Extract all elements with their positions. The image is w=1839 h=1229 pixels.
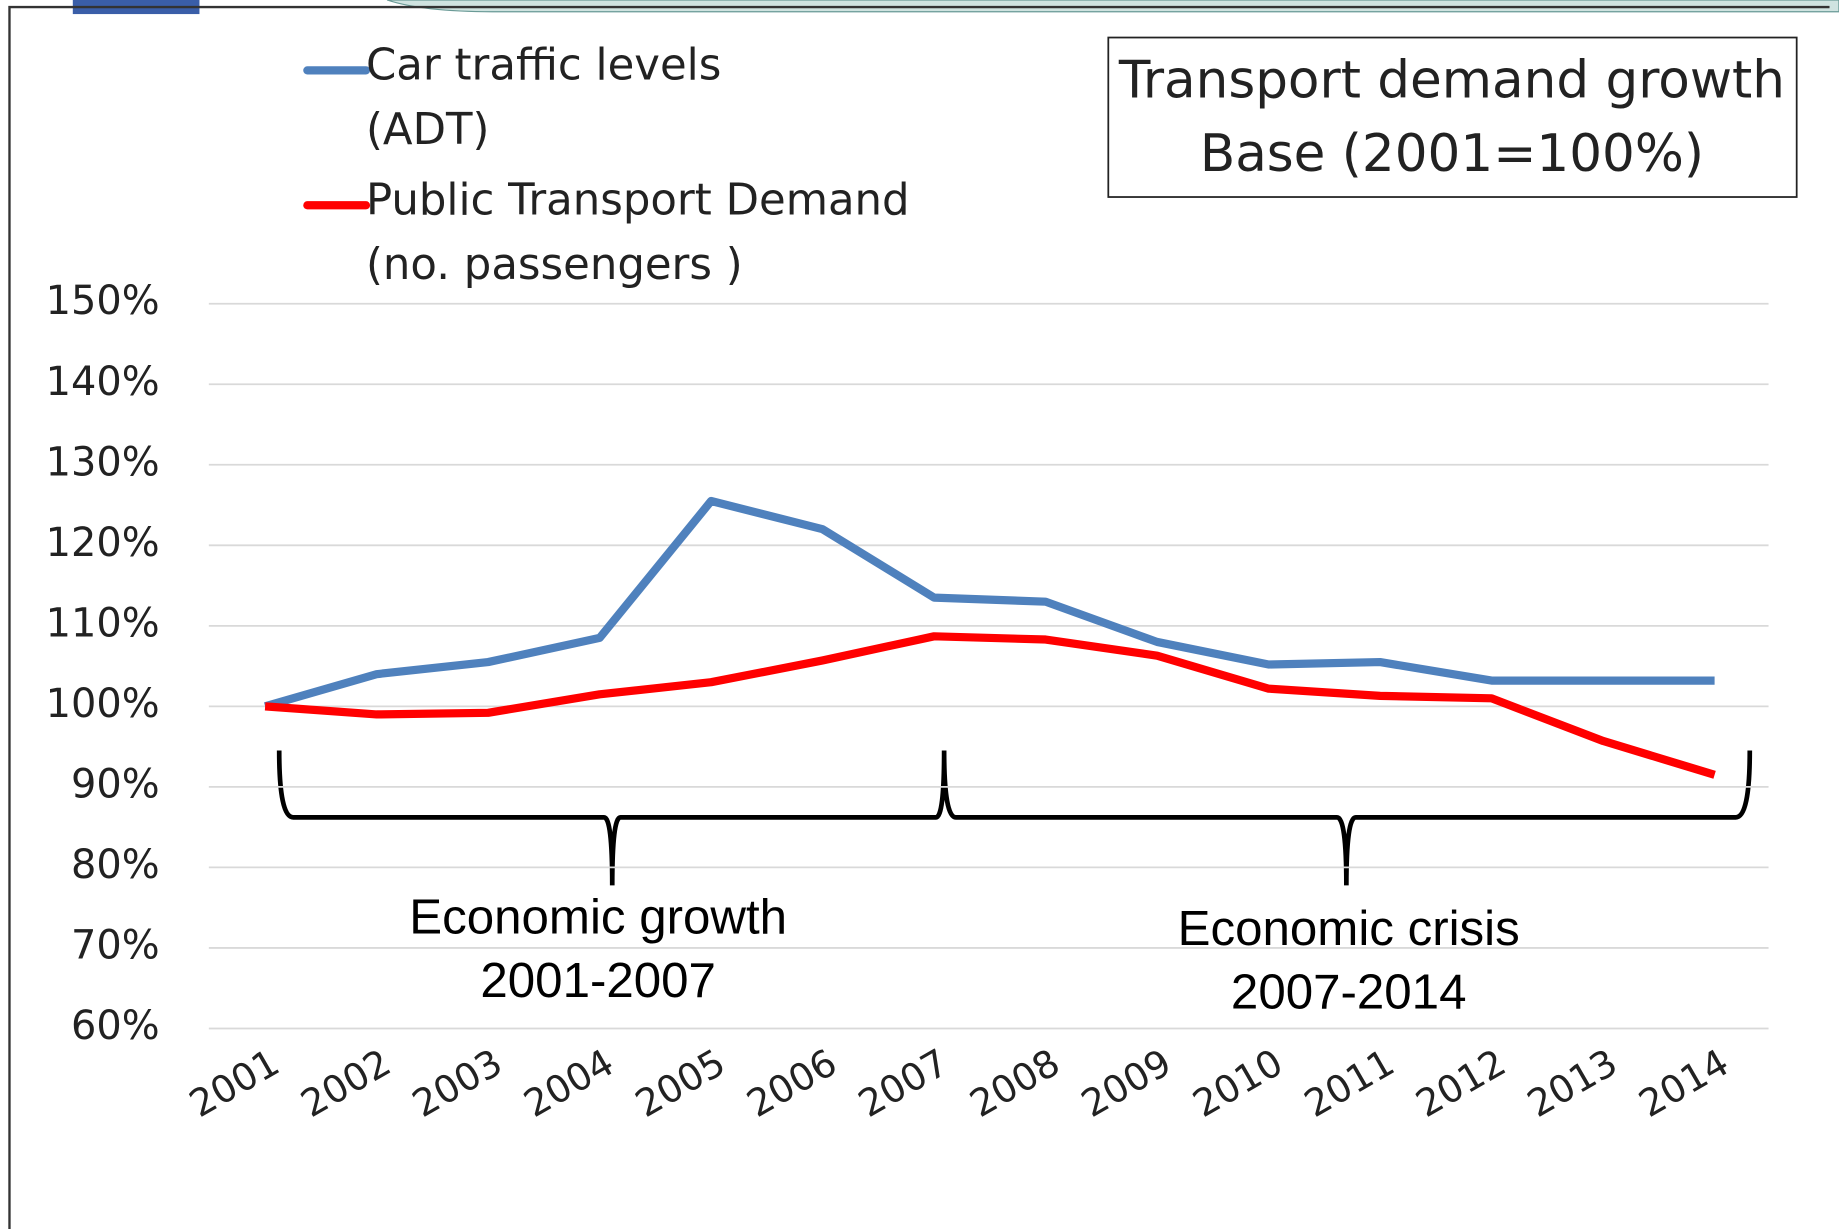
y-tick-label: 110% <box>46 600 160 646</box>
legend-entry: Public Transport Demand (no. passengers … <box>365 174 910 290</box>
legend-entry: Car traffic levels (ADT) <box>365 39 722 155</box>
chart-subtitle: Base (2001=100%) <box>1200 124 1704 184</box>
y-tick-label: 80% <box>71 842 160 888</box>
y-tick-label: 120% <box>46 520 160 566</box>
y-tick-label: 90% <box>71 761 160 807</box>
y-tick-label: 130% <box>46 439 160 485</box>
y-tick-label: 60% <box>71 1003 160 1049</box>
frame <box>8 5 1830 1229</box>
y-tick-label: 100% <box>46 681 160 727</box>
y-tick-label: 140% <box>46 359 160 405</box>
legend-label: Car traffic levels (ADT) <box>365 39 722 155</box>
series-line <box>264 632 1716 779</box>
brace <box>276 750 1753 886</box>
series-line <box>263 496 1715 711</box>
legend-label: Public Transport Demand (no. passengers … <box>365 174 910 290</box>
annotation-box: Economic growth 2001-2007 <box>409 888 788 1008</box>
y-tick-label: 150% <box>46 278 160 324</box>
title-box <box>1107 36 1798 198</box>
annotation: Economic growth 2001-2007 <box>409 888 788 1008</box>
annotation: Economic crisis 2007-2014 <box>1177 900 1520 1020</box>
annotation-box: Economic crisis 2007-2014 <box>1177 900 1520 1020</box>
chart-title: Transport demand growth <box>1118 50 1785 110</box>
y-tick-label: 70% <box>71 922 160 968</box>
